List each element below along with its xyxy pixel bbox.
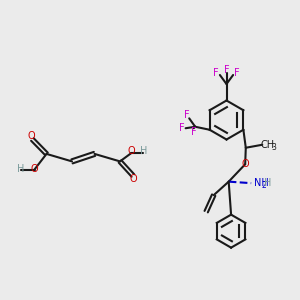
- Text: O: O: [31, 164, 38, 175]
- Text: F: F: [184, 110, 190, 120]
- Text: 2: 2: [261, 181, 266, 190]
- Text: 3: 3: [271, 143, 276, 152]
- Text: H: H: [264, 178, 271, 188]
- Text: CH: CH: [261, 140, 275, 150]
- Text: F: F: [191, 127, 197, 137]
- Text: F: F: [224, 65, 229, 75]
- Text: O: O: [242, 159, 249, 169]
- Text: H: H: [17, 164, 25, 175]
- Text: H: H: [140, 146, 148, 157]
- Text: F: F: [213, 68, 219, 78]
- Text: NH: NH: [254, 178, 268, 188]
- Text: O: O: [128, 146, 135, 157]
- Text: O: O: [129, 173, 137, 184]
- Text: F: F: [179, 123, 185, 133]
- Text: F: F: [234, 68, 240, 78]
- Text: O: O: [28, 131, 36, 141]
